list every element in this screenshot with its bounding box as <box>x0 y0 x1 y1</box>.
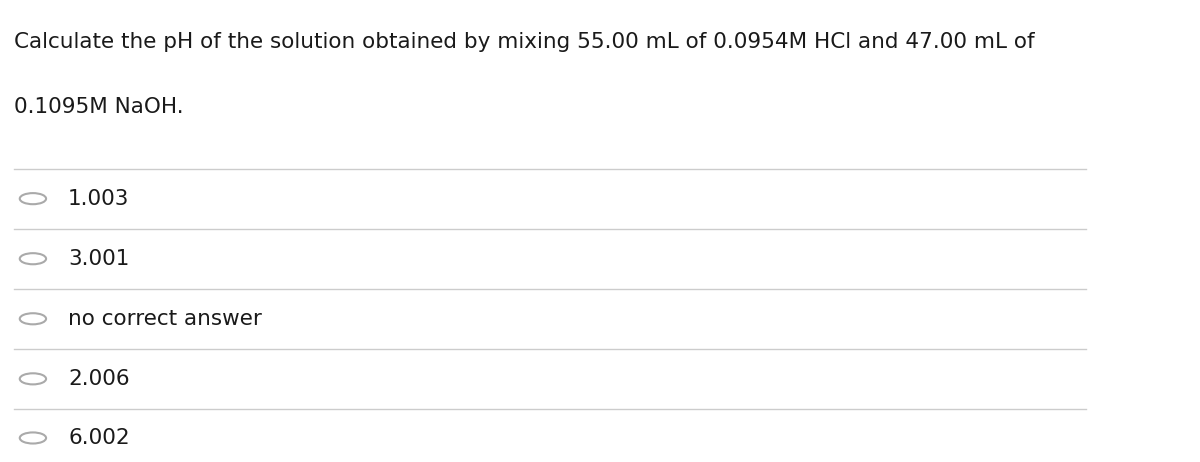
Text: 6.002: 6.002 <box>68 428 130 448</box>
Text: 2.006: 2.006 <box>68 369 130 389</box>
Text: 1.003: 1.003 <box>68 188 130 209</box>
Text: 3.001: 3.001 <box>68 249 130 269</box>
Text: 0.1095M NaOH.: 0.1095M NaOH. <box>14 97 184 117</box>
Text: no correct answer: no correct answer <box>68 309 262 329</box>
Text: Calculate the pH of the solution obtained by mixing 55.00 mL of 0.0954M HCl and : Calculate the pH of the solution obtaine… <box>14 32 1034 52</box>
